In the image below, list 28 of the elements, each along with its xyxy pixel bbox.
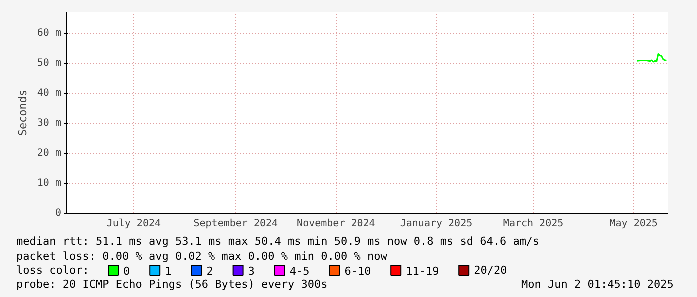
text: Mon Jun 2 01:45:10 2025: [522, 278, 674, 291]
x-tick-label: September 2024: [194, 218, 278, 230]
y-tick-label: 20 m: [37, 148, 62, 159]
legend-label: 2: [206, 265, 214, 278]
line-series: [636, 53, 668, 63]
y-tick-label: 60 m: [37, 28, 62, 39]
y-tick-label: 0: [55, 208, 62, 219]
x-tick-label: November 2024: [297, 218, 376, 230]
text: median rtt: 51.1 ms avg 53.1 ms max 50.4 ms min 50.9 ms now 0.8 ms sd 64.6 am/s: [16, 235, 540, 248]
text: packet loss: 0.00 % avg 0.02 % max 0.00 % min 0.00 % now: [16, 250, 388, 263]
legend-label: 4-5: [290, 265, 310, 278]
legend-title: loss color:: [16, 264, 90, 277]
y-tick-label: 50 m: [37, 58, 62, 69]
y-axis-title: Seconds: [16, 90, 30, 136]
x-tick-label: January 2025: [400, 218, 473, 230]
y-tick-label: 40 m: [37, 88, 62, 99]
x-tick-label: May 2025: [610, 218, 658, 230]
legend-label: 0: [124, 265, 130, 278]
y-tick-label: 30 m: [37, 118, 62, 129]
legend-label: 20/20: [474, 264, 508, 277]
legend-label: 3: [248, 265, 255, 278]
x-tick-label: March 2025: [503, 218, 564, 230]
legend-label: 6-10: [344, 265, 372, 278]
text: probe: 20 ICMP Echo Pings (56 Bytes) every 300s: [16, 278, 328, 291]
y-tick-label: 10 m: [37, 178, 62, 189]
legend-label: 1: [165, 265, 172, 278]
x-tick-label: July 2024: [106, 218, 162, 230]
legend-label: 11-19: [406, 265, 440, 278]
